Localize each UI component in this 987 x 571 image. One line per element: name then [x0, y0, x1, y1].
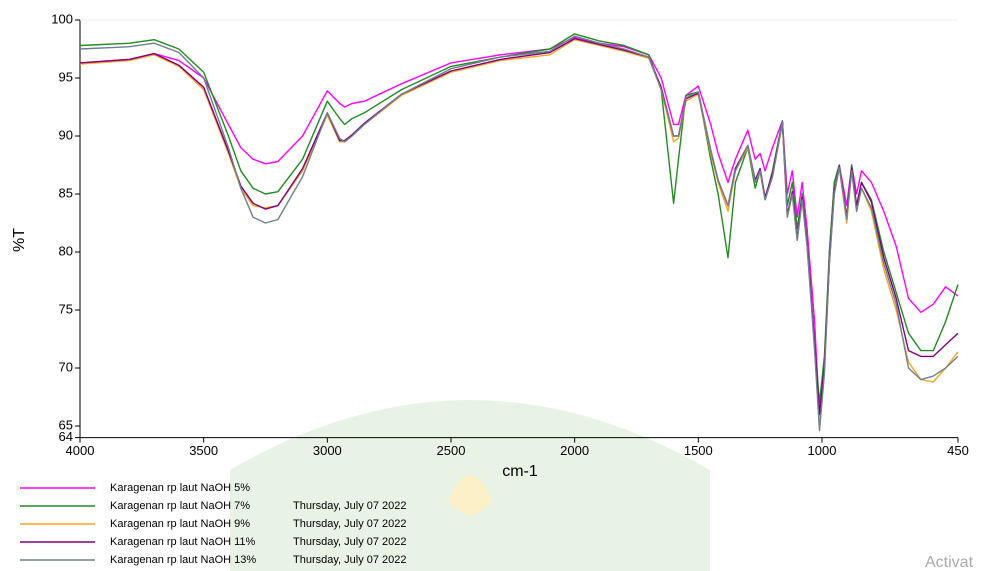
- x-tick-label: 1000: [808, 443, 837, 458]
- watermark: Activat: [925, 554, 974, 571]
- legend-label: Karagenan rp laut NaOH 5%: [110, 482, 250, 494]
- legend-date: Thursday, July 07 2022: [293, 554, 407, 566]
- y-tick-label: 95: [59, 69, 73, 84]
- legend-label: Karagenan rp laut NaOH 13%: [110, 554, 256, 566]
- x-tick-label: 450: [947, 443, 969, 458]
- y-tick-label: 70: [59, 359, 73, 374]
- legend-date: Thursday, July 07 2022: [293, 518, 407, 530]
- legend-date: Thursday, July 07 2022: [293, 536, 407, 548]
- x-tick-label: 3500: [189, 443, 218, 458]
- x-tick-label: 4000: [66, 443, 95, 458]
- y-tick-label: 80: [59, 243, 73, 258]
- y-tick-label: 65: [59, 417, 73, 432]
- chart: cm-1 %T Activat 646570758085909510040003…: [0, 0, 987, 571]
- y-axis-label: %T: [11, 228, 28, 252]
- legend-date: Thursday, July 07 2022: [293, 500, 407, 512]
- legend-label: Karagenan rp laut NaOH 9%: [110, 518, 250, 530]
- series-line: [80, 39, 958, 415]
- y-tick-label: 75: [59, 301, 73, 316]
- x-tick-label: 3000: [313, 443, 342, 458]
- series-line: [80, 40, 958, 421]
- x-axis-label: cm-1: [502, 463, 538, 480]
- series-line: [80, 36, 958, 430]
- legend-label: Karagenan rp laut NaOH 7%: [110, 500, 250, 512]
- series-line: [80, 34, 958, 403]
- y-tick-label: 85: [59, 185, 73, 200]
- y-tick-label: 100: [51, 11, 73, 26]
- legend-label: Karagenan rp laut NaOH 11%: [110, 536, 256, 548]
- x-tick-label: 1500: [684, 443, 713, 458]
- y-tick-label: 90: [59, 127, 73, 142]
- x-tick-label: 2500: [437, 443, 466, 458]
- x-tick-label: 2000: [560, 443, 589, 458]
